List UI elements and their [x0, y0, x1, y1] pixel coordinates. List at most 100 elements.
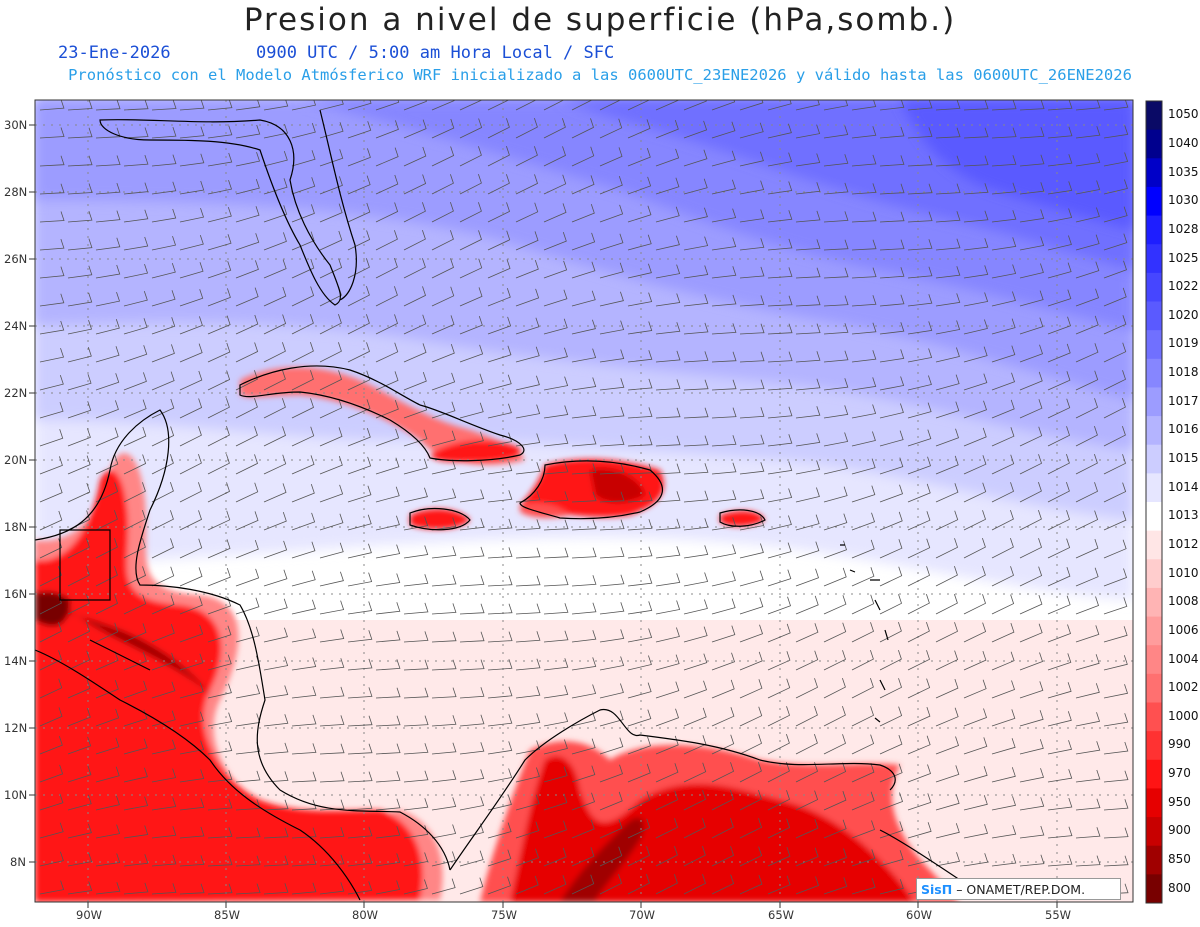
- wind-barb: [795, 100, 820, 111]
- wind-barb: [851, 458, 876, 475]
- wind-barb: [39, 238, 65, 251]
- wind-barb: [739, 434, 765, 447]
- wind-barb: [1047, 740, 1073, 755]
- wind-barb: [851, 594, 875, 615]
- colorbar-swatch: [1146, 759, 1162, 789]
- wind-barb: [879, 100, 905, 111]
- wind-barb: [879, 484, 904, 503]
- wind-barb: [515, 231, 539, 251]
- wind-barb: [683, 845, 706, 867]
- wind-barb: [599, 846, 623, 867]
- wind-barb: [683, 762, 707, 783]
- wind-barb: [935, 707, 959, 727]
- wind-barb: [123, 623, 147, 643]
- wind-barb: [515, 767, 540, 783]
- wind-barb: [655, 708, 680, 727]
- wind-barb: [627, 263, 652, 279]
- wind-barb: [67, 650, 91, 671]
- wind-barb: [319, 629, 345, 643]
- wind-barb: [151, 100, 177, 111]
- wind-barb: [599, 378, 625, 391]
- wind-barb: [935, 565, 958, 587]
- wind-barb: [95, 100, 121, 111]
- wind-barb: [39, 320, 65, 335]
- wind-barb: [1103, 315, 1127, 335]
- wind-barb: [1019, 209, 1045, 223]
- wind-barb: [95, 346, 120, 363]
- wind-barb: [795, 595, 819, 615]
- wind-barb: [515, 462, 541, 475]
- wind-barb: [67, 319, 93, 335]
- wind-barb: [67, 538, 90, 559]
- wind-barb: [263, 883, 289, 895]
- wind-barb: [403, 286, 426, 307]
- wind-barb: [263, 569, 288, 587]
- wind-barb: [1019, 681, 1044, 699]
- wind-barb: [935, 678, 959, 699]
- wind-barb: [683, 707, 707, 727]
- wind-barb: [795, 433, 821, 447]
- wind-barb: [1103, 684, 1129, 699]
- wind-barb: [431, 770, 457, 783]
- wind-barb: [1047, 566, 1071, 587]
- wind-barb: [1047, 682, 1072, 699]
- wind-barb: [431, 459, 456, 475]
- wind-barb: [291, 258, 315, 279]
- wind-barb: [67, 401, 92, 419]
- wind-barb: [431, 851, 456, 867]
- wind-barb: [935, 238, 961, 251]
- colorbar-swatch: [1146, 702, 1162, 732]
- wind-barb: [1103, 799, 1129, 811]
- wind-barb: [403, 715, 429, 727]
- wind-barb: [151, 398, 175, 419]
- wind-barb: [655, 654, 680, 671]
- wind-barb: [627, 463, 653, 475]
- wind-barb: [571, 118, 594, 139]
- wind-barb: [291, 122, 316, 139]
- wind-barb: [655, 790, 679, 811]
- wind-barb: [879, 566, 903, 587]
- wind-barb: [571, 261, 596, 279]
- wind-barb: [151, 883, 177, 895]
- wind-barb: [179, 653, 204, 671]
- wind-barb: [683, 435, 709, 447]
- wind-barb: [487, 768, 513, 783]
- wind-barb: [571, 765, 596, 783]
- lat-label-30n: 30N: [4, 118, 28, 132]
- wind-barb: [599, 629, 625, 643]
- wind-barb: [515, 658, 541, 671]
- wind-barb: [879, 792, 904, 811]
- wind-barb: [823, 513, 848, 531]
- wind-barb: [39, 707, 63, 727]
- wind-barb: [123, 236, 149, 251]
- colorbar-level-label: 1020: [1168, 307, 1199, 322]
- wind-barb: [627, 846, 650, 867]
- wind-barb: [95, 127, 121, 139]
- wind-barb: [347, 175, 371, 195]
- wind-barb: [459, 659, 485, 671]
- wind-barb: [207, 827, 233, 839]
- wind-barb: [711, 789, 734, 811]
- wind-barb: [1103, 741, 1129, 755]
- wind-barb: [375, 174, 399, 195]
- wind-barb: [291, 599, 316, 615]
- wind-barb: [95, 318, 120, 335]
- wind-barb: [851, 791, 875, 811]
- wind-barb: [487, 432, 513, 447]
- wind-barb: [151, 344, 175, 363]
- wind-barb: [823, 432, 849, 447]
- wind-barb: [935, 650, 959, 671]
- wind-barb: [179, 740, 205, 755]
- wind-barb: [879, 850, 904, 867]
- wind-barb: [963, 183, 989, 195]
- wind-barb: [627, 655, 652, 671]
- wind-barb: [403, 343, 427, 363]
- wind-barb: [515, 317, 540, 335]
- wind-barb: [375, 573, 401, 587]
- wind-barb: [375, 257, 398, 279]
- wind-barb: [935, 794, 960, 811]
- wind-barb: [291, 657, 317, 671]
- wind-barb: [263, 314, 287, 335]
- wind-barb: [711, 351, 737, 363]
- wind-barb: [851, 878, 876, 895]
